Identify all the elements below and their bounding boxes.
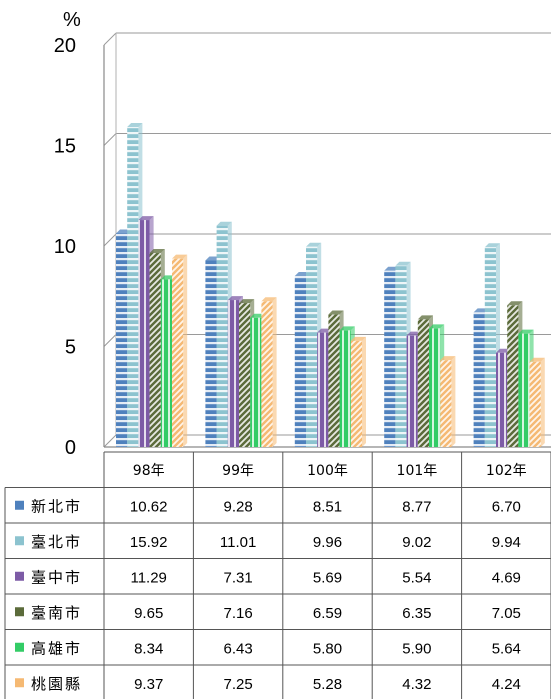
data-label: 10.62 bbox=[130, 498, 168, 515]
y-tick-label: 5 bbox=[65, 337, 76, 359]
data-label: 7.25 bbox=[223, 676, 252, 693]
data-label: 8.51 bbox=[313, 498, 342, 515]
series-label: 臺南市 bbox=[31, 604, 82, 622]
y-tick-label: 10 bbox=[54, 236, 76, 258]
data-label: 4.69 bbox=[492, 569, 521, 586]
data-label: 5.80 bbox=[313, 640, 342, 657]
data-label: 6.43 bbox=[223, 640, 252, 657]
data-label: 9.96 bbox=[313, 534, 342, 551]
data-label: 6.59 bbox=[313, 605, 342, 622]
series-label: 桃園縣 bbox=[31, 675, 82, 693]
bar bbox=[440, 356, 456, 447]
y-unit-label: % bbox=[63, 9, 81, 31]
data-label: 5.28 bbox=[313, 676, 342, 693]
legend-swatch bbox=[15, 607, 24, 617]
category-label: 98年 bbox=[133, 463, 165, 479]
data-label: 6.35 bbox=[402, 605, 431, 622]
bar bbox=[529, 357, 545, 447]
bars bbox=[116, 123, 545, 448]
category-label: 100年 bbox=[307, 463, 348, 479]
category-label: 99年 bbox=[222, 463, 254, 479]
data-label: 5.64 bbox=[492, 640, 521, 657]
y-tick-labels: 0 5 10 15 20 bbox=[54, 35, 76, 459]
data-label: 9.02 bbox=[402, 534, 431, 551]
bar bbox=[350, 336, 366, 447]
legend-swatch bbox=[15, 678, 24, 688]
series-label: 新北市 bbox=[31, 497, 82, 515]
series-label: 高雄市 bbox=[31, 639, 82, 657]
legend-swatch bbox=[15, 571, 24, 581]
legend-swatch bbox=[15, 642, 24, 652]
data-label: 9.37 bbox=[134, 676, 163, 693]
legend-swatch bbox=[15, 536, 24, 546]
y-tick-label: 15 bbox=[54, 136, 76, 158]
data-label: 11.01 bbox=[220, 534, 256, 551]
category-label: 101年 bbox=[397, 463, 438, 479]
data-label: 7.05 bbox=[492, 605, 521, 622]
data-label: 4.32 bbox=[402, 676, 431, 693]
series-label: 臺北市 bbox=[31, 533, 82, 551]
data-label: 7.16 bbox=[223, 605, 252, 622]
data-label: 9.94 bbox=[492, 534, 521, 551]
data-label: 11.29 bbox=[130, 569, 166, 586]
data-label: 6.70 bbox=[492, 498, 521, 515]
bar bbox=[261, 297, 277, 447]
category-label: 102年 bbox=[486, 463, 527, 479]
data-label: 15.92 bbox=[130, 534, 168, 551]
bar bbox=[172, 254, 188, 447]
data-label: 9.65 bbox=[134, 605, 163, 622]
data-label: 8.34 bbox=[134, 640, 163, 657]
data-label: 5.69 bbox=[313, 569, 342, 586]
data-label: 7.31 bbox=[223, 569, 252, 586]
y-tick-label: 0 bbox=[65, 437, 76, 459]
data-label: 9.28 bbox=[223, 498, 252, 515]
data-label: 5.54 bbox=[402, 569, 431, 586]
data-label: 8.77 bbox=[402, 498, 431, 515]
series-label: 臺中市 bbox=[31, 568, 82, 586]
data-label: 5.90 bbox=[402, 640, 431, 657]
legend-swatch bbox=[15, 500, 24, 510]
data-label: 4.24 bbox=[492, 676, 521, 693]
y-tick-label: 20 bbox=[54, 35, 76, 57]
